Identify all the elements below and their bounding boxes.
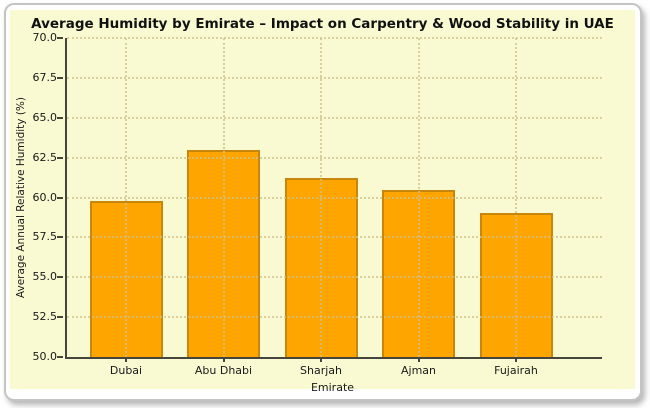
v-gridline [125,38,127,357]
y-tick-mark [57,196,63,199]
chart-title: Average Humidity by Emirate – Impact on … [31,16,614,32]
y-tick-label: 57.5 [32,230,58,244]
chart-card: Average Humidity by Emirate – Impact on … [4,3,642,401]
x-tick-label: Dubai [109,364,143,377]
h-gridline [67,316,602,319]
y-tick-label: 70.0 [32,31,58,44]
x-tick-mark [515,357,517,362]
h-gridline [67,276,602,279]
y-tick-label: 52.5 [32,310,58,324]
y-tick-label: 65.0 [32,110,58,124]
x-tick-mark [222,357,225,362]
h-gridline [67,236,602,239]
y-tick-label: 55.0 [32,270,58,284]
y-tick-mark [57,356,63,358]
x-tick-label: Fujairah [494,364,538,377]
h-gridline [67,196,602,199]
h-gridline [67,37,602,39]
v-gridline [417,38,420,357]
y-tick-mark [57,37,63,39]
y-tick-mark [57,316,63,319]
v-gridline [515,38,517,357]
y-tick-mark [57,276,63,279]
h-gridline [67,116,602,119]
y-tick-label: 60.0 [32,190,58,204]
y-tick-label: 67.5 [32,70,58,84]
y-tick-mark [57,236,63,239]
x-tick-mark [125,357,127,362]
h-gridline [67,76,602,79]
y-tick-mark [57,156,63,159]
x-tick-mark [320,357,322,362]
plot-area: 50.0 52.5 55.0 57.5 60.0 62.5 65.0 67.5 70.0 Duba… [33,31,602,377]
v-gridline [222,38,225,357]
v-gridline [320,38,322,357]
y-tick-mark [57,116,63,119]
x-tick-label: Sharjah [300,364,342,377]
y-tick-label: 62.5 [32,150,58,164]
y-tick-label: 50.0 [32,350,58,363]
x-tick-mark [417,357,420,362]
x-tick-label: Ajman [400,364,436,377]
x-tick-label: Abu Dhabi [194,364,253,377]
x-axis-title: Emirate [310,381,355,394]
h-gridline [67,156,602,159]
y-tick-mark [57,76,63,79]
chart-figure: Average Humidity by Emirate – Impact on … [10,10,635,394]
